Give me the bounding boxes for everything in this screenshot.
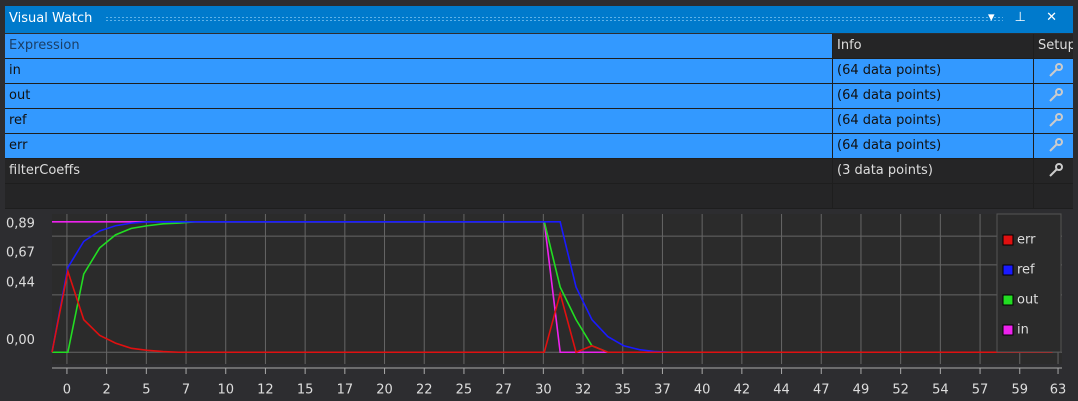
x-tick-label: 63 [1050,383,1067,398]
legend-label: in [1017,323,1029,338]
x-tick-label: 0 [63,383,71,398]
y-tick-label: 0,44 [6,275,35,290]
x-tick-label: 52 [892,383,909,398]
legend-swatch [1002,234,1014,246]
x-tick-label: 15 [297,383,314,398]
legend-swatch [1002,264,1014,276]
expression-cell: in [5,59,832,83]
watch-row[interactable]: filterCoeffs (3 data points) [5,159,1073,184]
x-tick-label: 57 [972,383,989,398]
x-tick-label: 40 [694,383,711,398]
plot-area [52,214,1062,364]
x-tick-label: 54 [932,383,949,398]
setup-button[interactable] [1033,84,1073,108]
x-tick-label: 17 [337,383,354,398]
window-title: Visual Watch [9,11,93,26]
info-cell: (64 data points) [832,109,1033,133]
expression-cell: filterCoeffs [5,159,832,183]
x-tick-label: 42 [734,383,751,398]
x-tick-label: 27 [495,383,512,398]
expression-cell: err [5,134,832,158]
chart: 0,000,440,670,890 2 5 7 10 12 15 17 20 22 25 27 30 32… [6,213,1067,398]
legend-label: out [1017,293,1038,308]
y-tick-label: 0,67 [6,245,35,260]
x-tick-label: 25 [456,383,473,398]
watch-row[interactable]: err (64 data points) [5,134,1073,159]
legend-label: ref [1017,263,1035,278]
watch-table: Expression Info Setup in (64 data points) out… [5,34,1073,209]
expression-cell: ref [5,109,832,133]
x-tick-label: 49 [853,383,870,398]
x-tick-label: 7 [182,383,190,398]
watch-row[interactable]: in (64 data points) [5,59,1073,84]
header-cell[interactable]: Info [832,34,1033,58]
x-tick-label: 37 [654,383,671,398]
x-tick-label: 35 [614,383,631,398]
watch-row[interactable]: out (64 data points) [5,84,1073,109]
info-cell: (64 data points) [832,134,1033,158]
setup-button[interactable] [1033,134,1073,158]
legend-label: err [1017,233,1036,248]
x-tick-label: 20 [376,383,393,398]
info-cell: (64 data points) [832,84,1033,108]
legend-swatch [1002,294,1014,306]
x-tick-label: 2 [102,383,110,398]
x-tick-label: 30 [535,383,552,398]
x-tick-label: 10 [217,383,234,398]
x-tick-label: 5 [142,383,150,398]
window-buttons[interactable]: ▾ ⊥ ✕ [987,10,1065,25]
setup-button[interactable] [1033,59,1073,83]
header-row: Expression Info Setup [5,34,1073,59]
grip [105,16,1003,22]
watch-row[interactable]: ref (64 data points) [5,109,1073,134]
expression-cell: out [5,84,832,108]
x-tick-label: 47 [813,383,830,398]
header-cell[interactable]: Expression [5,34,832,58]
title-bar: Visual Watch ▾ ⊥ ✕ [5,6,1073,33]
x-tick-label: 12 [257,383,274,398]
info-cell: (64 data points) [832,59,1033,83]
info-cell: (3 data points) [832,159,1033,183]
setup-button[interactable] [1033,159,1073,183]
x-tick-label: 32 [575,383,592,398]
empty-row [5,184,1073,209]
series-line [51,268,1053,354]
x-tick-label: 44 [773,383,790,398]
x-tick-label: 22 [416,383,433,398]
setup-button[interactable] [1033,109,1073,133]
legend-swatch [1002,324,1014,336]
y-tick-label: 0,89 [6,217,35,232]
y-tick-label: 0,00 [6,333,35,348]
x-tick-label: 59 [1011,383,1028,398]
header-cell[interactable]: Setup [1033,34,1073,58]
